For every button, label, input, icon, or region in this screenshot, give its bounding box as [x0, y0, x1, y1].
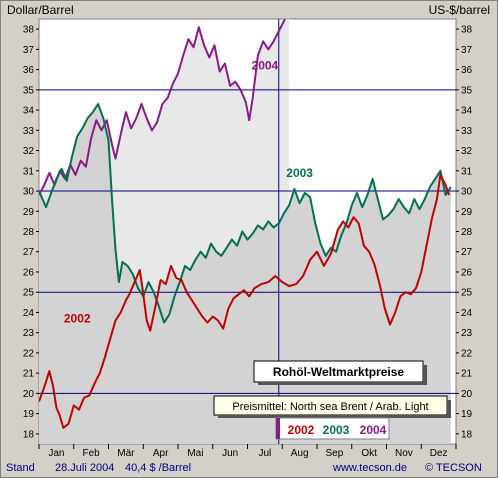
- y-tick-right-30: 30: [461, 187, 473, 198]
- y-tick-left-38: 38: [23, 25, 35, 36]
- y-tick-left-24: 24: [23, 308, 35, 319]
- y-tick-right-36: 36: [461, 65, 473, 76]
- y-tick-right-34: 34: [461, 106, 473, 117]
- y-tick-right-25: 25: [461, 288, 473, 299]
- chart-title: Rohöl-Weltmarktpreise: [273, 365, 404, 379]
- legend-entry-2003: 2003: [323, 423, 350, 437]
- series-label-2003: 2003: [286, 166, 313, 180]
- y-tick-left-18: 18: [23, 429, 35, 440]
- x-tick-Jun: Jun: [222, 448, 238, 459]
- x-tick-Dez: Dez: [430, 448, 448, 459]
- y-tick-left-34: 34: [23, 106, 35, 117]
- y-tick-labels: 18 18 19 19 20 20 21 21 22 22 23 23 24 24 25 25 26 26 27 27…: [23, 25, 473, 441]
- y-tick-right-31: 31: [461, 166, 473, 177]
- series-labels: 2002 2003 2004: [64, 59, 313, 326]
- y-tick-right-27: 27: [461, 247, 473, 258]
- x-tick-Mär: Mär: [117, 448, 135, 459]
- x-tick-Okt: Okt: [361, 448, 377, 459]
- y-tick-left-20: 20: [23, 389, 35, 400]
- y-tick-right-26: 26: [461, 267, 473, 278]
- y-tick-left-19: 19: [23, 409, 35, 420]
- y-tick-left-33: 33: [23, 126, 35, 137]
- chart-title-box: Rohöl-Weltmarktpreise: [253, 360, 427, 385]
- y-tick-left-29: 29: [23, 207, 35, 218]
- x-tick-Mai: Mai: [187, 448, 203, 459]
- y-tick-right-38: 38: [461, 25, 473, 36]
- x-tick-Feb: Feb: [83, 448, 101, 459]
- y-tick-right-19: 19: [461, 409, 473, 420]
- y-tick-right-20: 20: [461, 389, 473, 400]
- footer-website[interactable]: www.tecson.de: [332, 462, 407, 474]
- y-tick-right-24: 24: [461, 308, 473, 319]
- y-tick-left-31: 31: [23, 166, 35, 177]
- footer: Stand 28.Juli 2004 40,4 $ /Barrel www.te…: [6, 462, 482, 474]
- y-tick-left-26: 26: [23, 267, 35, 278]
- series-label-2004: 2004: [252, 59, 279, 73]
- y-tick-left-35: 35: [23, 85, 35, 96]
- y-tick-right-29: 29: [461, 207, 473, 218]
- series-line-2003: [39, 103, 452, 324]
- y-tick-left-21: 21: [23, 369, 35, 380]
- series-line-2002: [39, 173, 451, 429]
- chart-subtitle: Preismittel: North sea Brent / Arab. Lig…: [232, 401, 428, 413]
- y-tick-right-28: 28: [461, 227, 473, 238]
- x-tick-Aug: Aug: [291, 448, 309, 459]
- legend-marker: [276, 418, 280, 439]
- y-tick-left-30: 30: [23, 187, 35, 198]
- y-tick-left-23: 23: [23, 328, 35, 339]
- y-tick-right-33: 33: [461, 126, 473, 137]
- series-label-2002: 2002: [64, 312, 91, 326]
- x-tick-Apr: Apr: [153, 448, 169, 459]
- y-tick-right-21: 21: [461, 369, 473, 380]
- footer-price: 40,4 $ /Barrel: [125, 462, 191, 474]
- legend: 2002 2003 2004: [275, 417, 390, 440]
- y-tick-left-25: 25: [23, 288, 35, 299]
- series-lines: [39, 19, 452, 429]
- y-axis-unit-right: US-$/barrel: [429, 3, 490, 17]
- y-tick-right-37: 37: [461, 45, 473, 56]
- y-tick-left-36: 36: [23, 65, 35, 76]
- y-tick-left-37: 37: [23, 45, 35, 56]
- y-tick-left-28: 28: [23, 227, 35, 238]
- footer-copyright: © TECSON: [425, 462, 482, 474]
- y-tick-right-22: 22: [461, 348, 473, 359]
- series-line-2004: [39, 19, 287, 196]
- y-tick-right-23: 23: [461, 328, 473, 339]
- y-tick-left-32: 32: [23, 146, 35, 157]
- x-tick-Sep: Sep: [325, 448, 343, 459]
- y-tick-left-27: 27: [23, 247, 35, 258]
- chart-subtitle-box: Preismittel: North sea Brent / Arab. Lig…: [213, 395, 451, 418]
- x-tick-Jul: Jul: [258, 448, 271, 459]
- x-tick-labels: Jan Feb Mär Apr Mai Jun Jul Aug Sep Okt Nov Dez: [48, 448, 447, 459]
- legend-entry-2004: 2004: [360, 423, 387, 437]
- y-tick-right-32: 32: [461, 146, 473, 157]
- x-tick-Nov: Nov: [395, 448, 413, 459]
- footer-stand-label: Stand: [6, 462, 35, 474]
- x-tick-Jan: Jan: [48, 448, 64, 459]
- y-tick-right-35: 35: [461, 85, 473, 96]
- footer-date: 28.Juli 2004: [55, 462, 114, 474]
- y-tick-right-18: 18: [461, 429, 473, 440]
- y-axis-unit-left: Dollar/Barrel: [7, 3, 74, 17]
- legend-entry-2002: 2002: [288, 423, 315, 437]
- y-tick-left-22: 22: [23, 348, 35, 359]
